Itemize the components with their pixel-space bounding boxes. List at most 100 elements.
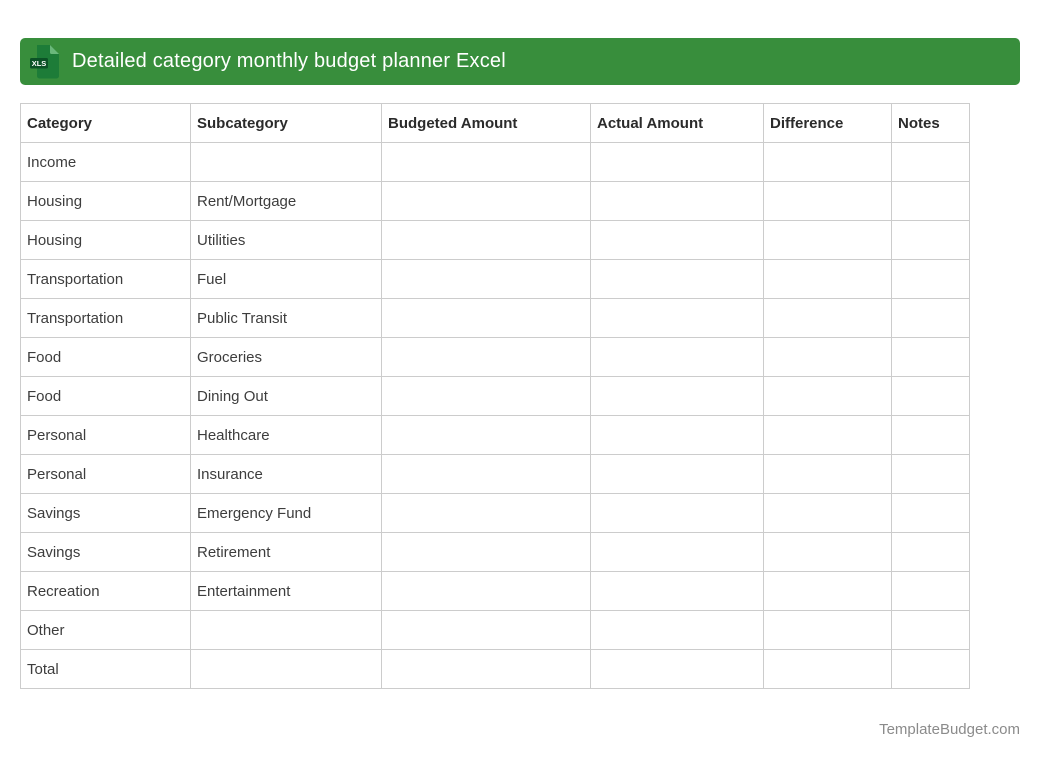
budgeted-amount-cell — [381, 220, 591, 260]
difference-cell — [763, 298, 892, 338]
subcategory-cell: Emergency Fund — [190, 493, 382, 533]
column-header-budgeted-amount: Budgeted Amount — [381, 103, 591, 143]
notes-cell — [891, 298, 970, 338]
column-header-notes: Notes — [891, 103, 970, 143]
subcategory-cell: Public Transit — [190, 298, 382, 338]
category-cell: Housing — [20, 181, 191, 221]
category-cell: Transportation — [20, 259, 191, 299]
difference-cell — [763, 493, 892, 533]
actual-amount-cell — [590, 649, 764, 689]
budgeted-amount-cell — [381, 142, 591, 182]
budgeted-amount-cell — [381, 649, 591, 689]
subcategory-cell: Retirement — [190, 532, 382, 572]
actual-amount-cell — [590, 220, 764, 260]
notes-cell — [891, 571, 970, 611]
actual-amount-cell — [590, 337, 764, 377]
actual-amount-cell — [590, 415, 764, 455]
category-cell: Savings — [20, 532, 191, 572]
budgeted-amount-cell — [381, 532, 591, 572]
xls-file-icon: XLS — [30, 44, 59, 78]
notes-cell — [891, 142, 970, 182]
actual-amount-cell — [590, 181, 764, 221]
budgeted-amount-cell — [381, 298, 591, 338]
table-row: Savings Emergency Fund — [20, 493, 970, 533]
table-row: Personal Insurance — [20, 454, 970, 494]
budgeted-amount-cell — [381, 259, 591, 299]
notes-cell — [891, 610, 970, 650]
category-cell: Recreation — [20, 571, 191, 611]
xls-badge-text: XLS — [32, 59, 47, 68]
difference-cell — [763, 142, 892, 182]
budgeted-amount-cell — [381, 376, 591, 416]
difference-cell — [763, 571, 892, 611]
table-row: Food Groceries — [20, 337, 970, 377]
budgeted-amount-cell — [381, 181, 591, 221]
column-header-subcategory: Subcategory — [190, 103, 382, 143]
table-row: Transportation Public Transit — [20, 298, 970, 338]
category-cell: Personal — [20, 454, 191, 494]
budgeted-amount-cell — [381, 610, 591, 650]
category-cell: Personal — [20, 415, 191, 455]
category-cell: Other — [20, 610, 191, 650]
page-title: Detailed category monthly budget planner… — [72, 50, 506, 72]
subcategory-cell — [190, 649, 382, 689]
category-cell: Total — [20, 649, 191, 689]
budget-table: Category Subcategory Budgeted Amount Act… — [20, 103, 970, 689]
subcategory-cell: Rent/Mortgage — [190, 181, 382, 221]
difference-cell — [763, 415, 892, 455]
subcategory-cell: Utilities — [190, 220, 382, 260]
budgeted-amount-cell — [381, 337, 591, 377]
actual-amount-cell — [590, 376, 764, 416]
difference-cell — [763, 337, 892, 377]
difference-cell — [763, 454, 892, 494]
table-row: Personal Healthcare — [20, 415, 970, 455]
category-cell: Food — [20, 337, 191, 377]
subcategory-cell: Healthcare — [190, 415, 382, 455]
category-cell: Transportation — [20, 298, 191, 338]
table-row: Housing Utilities — [20, 220, 970, 260]
actual-amount-cell — [590, 493, 764, 533]
column-header-difference: Difference — [763, 103, 892, 143]
notes-cell — [891, 493, 970, 533]
subcategory-cell — [190, 610, 382, 650]
difference-cell — [763, 181, 892, 221]
subcategory-cell: Groceries — [190, 337, 382, 377]
notes-cell — [891, 649, 970, 689]
table-row: Transportation Fuel — [20, 259, 970, 299]
notes-cell — [891, 337, 970, 377]
table-row: Recreation Entertainment — [20, 571, 970, 611]
budgeted-amount-cell — [381, 454, 591, 494]
actual-amount-cell — [590, 142, 764, 182]
difference-cell — [763, 649, 892, 689]
actual-amount-cell — [590, 454, 764, 494]
category-cell: Savings — [20, 493, 191, 533]
category-cell: Income — [20, 142, 191, 182]
subcategory-cell: Entertainment — [190, 571, 382, 611]
category-cell: Housing — [20, 220, 191, 260]
table-row: Food Dining Out — [20, 376, 970, 416]
subcategory-cell: Dining Out — [190, 376, 382, 416]
difference-cell — [763, 220, 892, 260]
subcategory-cell — [190, 142, 382, 182]
title-bar: XLS Detailed category monthly budget pla… — [20, 38, 1020, 85]
budgeted-amount-cell — [381, 571, 591, 611]
actual-amount-cell — [590, 532, 764, 572]
table-row: Housing Rent/Mortgage — [20, 181, 970, 221]
table-header-row: Category Subcategory Budgeted Amount Act… — [20, 103, 970, 143]
actual-amount-cell — [590, 259, 764, 299]
difference-cell — [763, 259, 892, 299]
column-header-actual-amount: Actual Amount — [590, 103, 764, 143]
budgeted-amount-cell — [381, 415, 591, 455]
notes-cell — [891, 415, 970, 455]
notes-cell — [891, 376, 970, 416]
actual-amount-cell — [590, 298, 764, 338]
notes-cell — [891, 454, 970, 494]
notes-cell — [891, 532, 970, 572]
difference-cell — [763, 532, 892, 572]
table-row: Income — [20, 142, 970, 182]
difference-cell — [763, 376, 892, 416]
notes-cell — [891, 259, 970, 299]
actual-amount-cell — [590, 571, 764, 611]
subcategory-cell: Insurance — [190, 454, 382, 494]
